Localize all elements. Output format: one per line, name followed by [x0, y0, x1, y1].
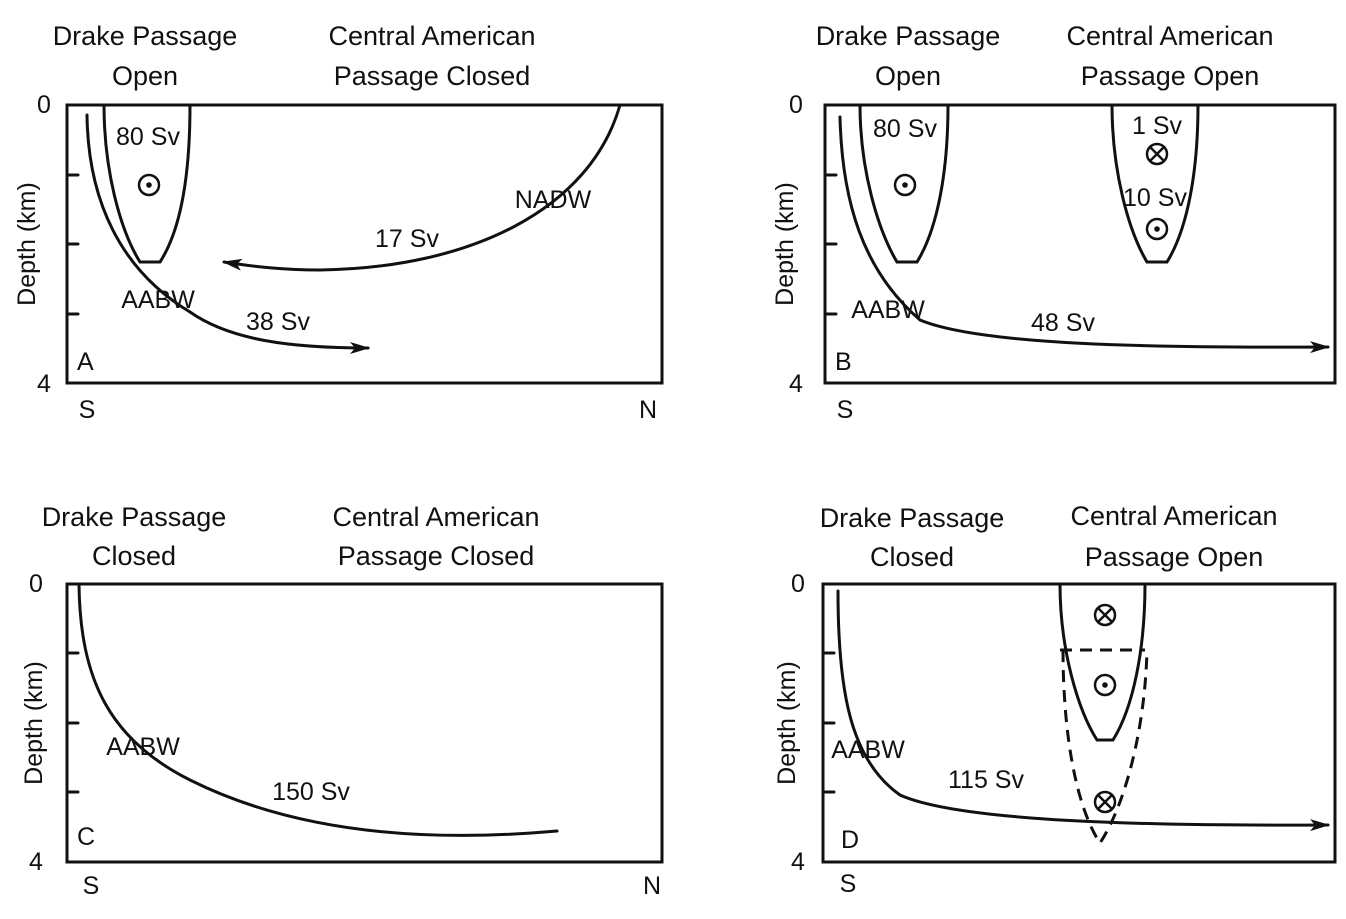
aabw-flow-label: 115 Sv	[948, 766, 1024, 794]
panel-frame	[823, 103, 1337, 385]
drake-flow-label: 80 Sv	[116, 123, 180, 151]
aabw-flow-arrow	[838, 115, 1330, 354]
aabw-label: AABW	[106, 733, 180, 761]
nadw-flow-label: 17 Sv	[375, 225, 439, 253]
y-axis-label: Depth (km)	[13, 182, 41, 306]
flow-into-page-symbol	[1145, 142, 1169, 166]
panel-a: Drake Passage Open Central American Pass…	[13, 21, 664, 424]
flow-into-page-symbol	[1093, 603, 1117, 627]
central-american-header: Central American	[332, 502, 539, 532]
central-american-status: Passage Closed	[334, 61, 531, 91]
aabw-flow-line	[77, 582, 559, 837]
deep-flow-region-dashed	[1060, 648, 1149, 846]
drake-passage-flow-region	[858, 103, 950, 264]
y-axis-label: Depth (km)	[773, 661, 801, 785]
nadw-flow-arrow	[222, 103, 622, 272]
central-american-status: Passage Closed	[338, 541, 535, 571]
drake-passage-header: Drake Passage	[42, 502, 227, 532]
x-label-south: S	[83, 872, 100, 900]
y-tick-top: 0	[789, 91, 803, 119]
central-american-header: Central American	[1066, 21, 1273, 51]
drake-passage-status: Closed	[870, 542, 954, 572]
flow-out-of-page-symbol	[1145, 217, 1169, 241]
panel-b: Drake Passage Open Central American Pass…	[771, 21, 1337, 424]
drake-passage-status: Closed	[92, 541, 176, 571]
aabw-label: AABW	[851, 296, 925, 324]
aabw-flow-label: 48 Sv	[1031, 309, 1095, 337]
panel-d: Drake Passage Closed Central American Pa…	[773, 501, 1337, 898]
nadw-label: NADW	[515, 186, 592, 214]
panel-letter: C	[77, 823, 95, 851]
y-tick-top: 0	[37, 91, 51, 119]
drake-passage-header: Drake Passage	[820, 503, 1005, 533]
y-tick-bottom: 4	[37, 370, 51, 398]
flow-into-page-symbol	[1093, 790, 1117, 814]
y-ticks	[65, 651, 80, 794]
y-ticks	[823, 173, 838, 316]
y-tick-bottom: 4	[789, 370, 803, 398]
y-tick-bottom: 4	[791, 848, 805, 876]
x-label-south: S	[837, 396, 854, 424]
aabw-label: AABW	[121, 286, 195, 314]
central-american-header: Central American	[328, 21, 535, 51]
aabw-flow-label: 38 Sv	[246, 308, 310, 336]
central-american-flow-region	[1058, 582, 1147, 742]
ca-lower-flow-label: 10 Sv	[1123, 184, 1187, 212]
drake-passage-flow-region	[102, 103, 192, 264]
aabw-flow-arrow	[85, 113, 370, 354]
y-tick-top: 0	[29, 570, 43, 598]
drake-flow-label: 80 Sv	[873, 115, 937, 143]
central-american-status: Passage Open	[1085, 542, 1264, 572]
central-american-status: Passage Open	[1081, 61, 1260, 91]
aabw-label: AABW	[831, 736, 905, 764]
y-ticks	[65, 173, 80, 316]
drake-passage-status: Open	[112, 61, 178, 91]
ca-upper-flow-label: 1 Sv	[1132, 112, 1183, 140]
x-label-south: S	[840, 870, 857, 898]
panel-c: Drake Passage Closed Central American Pa…	[20, 502, 664, 900]
y-tick-top: 0	[791, 570, 805, 598]
y-tick-bottom: 4	[29, 848, 43, 876]
panel-frame	[65, 582, 664, 864]
drake-passage-status: Open	[875, 61, 941, 91]
panel-letter: A	[77, 348, 94, 376]
aabw-flow-label: 150 Sv	[272, 778, 350, 806]
flow-out-of-page-symbol	[893, 173, 917, 197]
flow-out-of-page-symbol	[137, 173, 161, 197]
central-american-header: Central American	[1070, 501, 1277, 531]
central-american-flow-region	[1110, 103, 1200, 264]
drake-passage-header: Drake Passage	[816, 21, 1001, 51]
panel-letter: D	[841, 826, 859, 854]
y-axis-label: Depth (km)	[771, 182, 799, 306]
y-axis-label: Depth (km)	[20, 661, 48, 785]
x-label-south: S	[79, 396, 96, 424]
panel-letter: B	[835, 348, 852, 376]
x-label-north: N	[643, 872, 661, 900]
aabw-flow-arrow	[836, 589, 1330, 832]
y-ticks	[821, 651, 836, 794]
drake-passage-header: Drake Passage	[53, 21, 238, 51]
flow-out-of-page-symbol	[1093, 673, 1117, 697]
x-label-north: N	[639, 396, 657, 424]
